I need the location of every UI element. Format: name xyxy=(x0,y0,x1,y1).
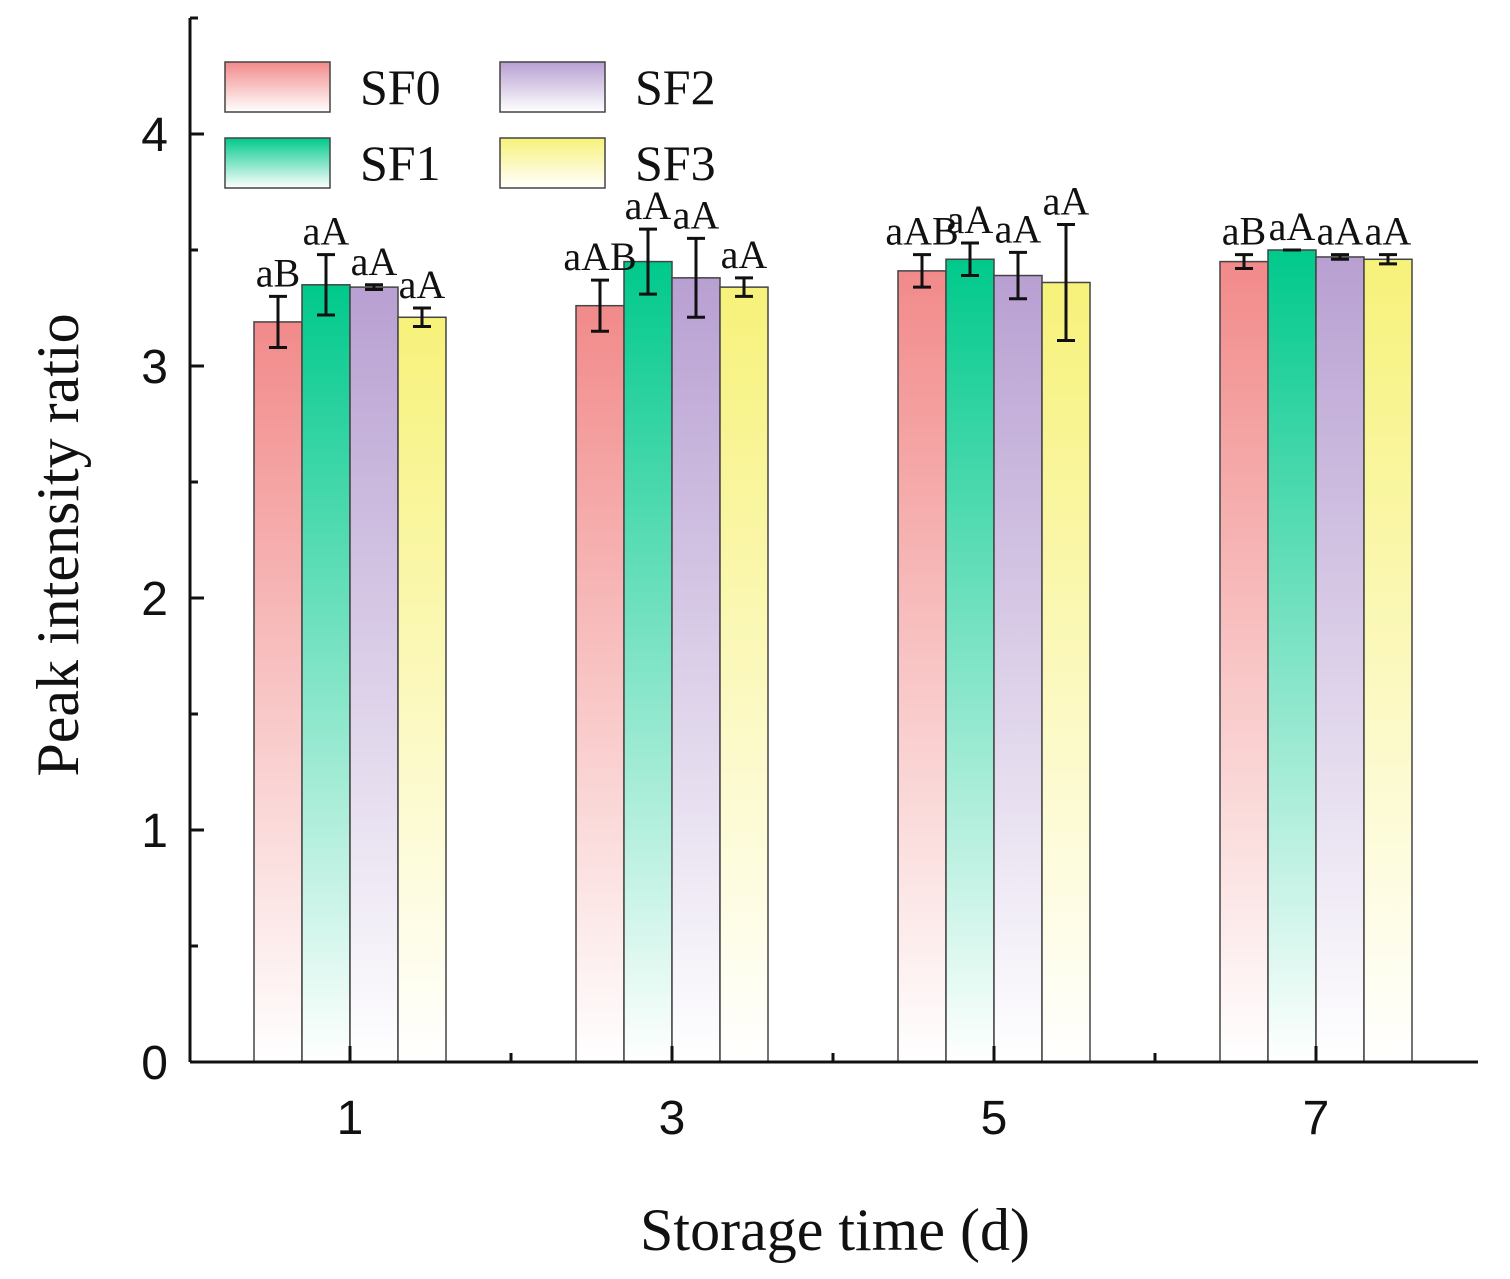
bar-sf2-day-1 xyxy=(349,286,399,1063)
legend-label-sf0: SF0 xyxy=(360,59,441,115)
y-tick-label-1: 1 xyxy=(141,805,168,858)
error-bars-layer xyxy=(269,222,1397,349)
x-tick-label-7: 7 xyxy=(1303,1092,1330,1145)
significance-label-sf1-day-3: aA xyxy=(625,183,672,228)
bar-sf2-day-5 xyxy=(993,274,1043,1063)
legend-label-sf3: SF3 xyxy=(635,135,716,191)
bar-sf3-day-3 xyxy=(719,286,769,1063)
bar-sf2-day-3 xyxy=(671,277,721,1063)
significance-label-sf1-day-7: aA xyxy=(1269,204,1316,249)
bar-sf1-day-1 xyxy=(301,284,351,1063)
y-tick-label-0: 0 xyxy=(141,1037,168,1090)
significance-label-sf3-day-1: aA xyxy=(399,262,446,307)
y-tick-label-2: 2 xyxy=(141,573,168,626)
bar-sf0-day-5 xyxy=(897,270,947,1063)
x-tick-label-1: 1 xyxy=(337,1092,364,1145)
bar-sf3-day-7 xyxy=(1363,258,1413,1063)
y-axis-title: Peak intensity ratio xyxy=(25,313,91,776)
significance-label-sf0-day-5: aAB xyxy=(885,209,958,254)
bar-sf1-day-5 xyxy=(945,258,995,1063)
significance-label-sf3-day-7: aA xyxy=(1365,209,1412,254)
legend-label-sf2: SF2 xyxy=(635,59,716,115)
x-tick-label-5: 5 xyxy=(981,1092,1008,1145)
significance-label-sf1-day-1: aA xyxy=(303,209,350,254)
significance-label-sf2-day-1: aA xyxy=(351,239,398,284)
significance-label-sf0-day-3: aAB xyxy=(563,234,636,279)
y-tick-label-4: 4 xyxy=(141,109,168,162)
bar-sf0-day-1 xyxy=(253,321,303,1063)
legend-swatch-sf0 xyxy=(224,61,331,113)
significance-label-sf2-day-5: aA xyxy=(995,206,1042,251)
legend-swatch-sf2 xyxy=(499,61,606,113)
legend: SF0 SF1 SF2 SF3 xyxy=(224,59,716,191)
legend-swatch-sf1 xyxy=(224,137,331,189)
bar-sf1-day-3 xyxy=(623,260,673,1063)
x-tick-label-3: 3 xyxy=(659,1092,686,1145)
axes-layer: 0 1 2 3 4 1 3 5 7 xyxy=(141,16,1478,1145)
bar-sf0-day-3 xyxy=(575,304,625,1063)
significance-label-sf3-day-5: aA xyxy=(1043,178,1090,223)
bar-sf3-day-5 xyxy=(1041,281,1091,1063)
bar-sf0-day-7 xyxy=(1219,260,1269,1063)
significance-label-sf0-day-1: aB xyxy=(256,250,300,295)
significance-label-sf2-day-3: aA xyxy=(673,192,720,237)
y-tick-label-3: 3 xyxy=(141,341,168,394)
significance-label-sf0-day-7: aB xyxy=(1222,209,1266,254)
significance-label-sf1-day-5: aA xyxy=(947,197,994,242)
x-axis-title: Storage time (d) xyxy=(640,1197,1030,1263)
significance-label-sf3-day-3: aA xyxy=(721,232,768,277)
legend-label-sf1: SF1 xyxy=(360,135,441,191)
significance-label-sf2-day-7: aA xyxy=(1317,209,1364,254)
bars-layer xyxy=(253,249,1413,1063)
legend-swatch-sf3 xyxy=(499,137,606,189)
bar-sf1-day-7 xyxy=(1267,249,1317,1063)
bar-sf3-day-1 xyxy=(397,316,447,1063)
bar-sf2-day-7 xyxy=(1315,256,1365,1063)
